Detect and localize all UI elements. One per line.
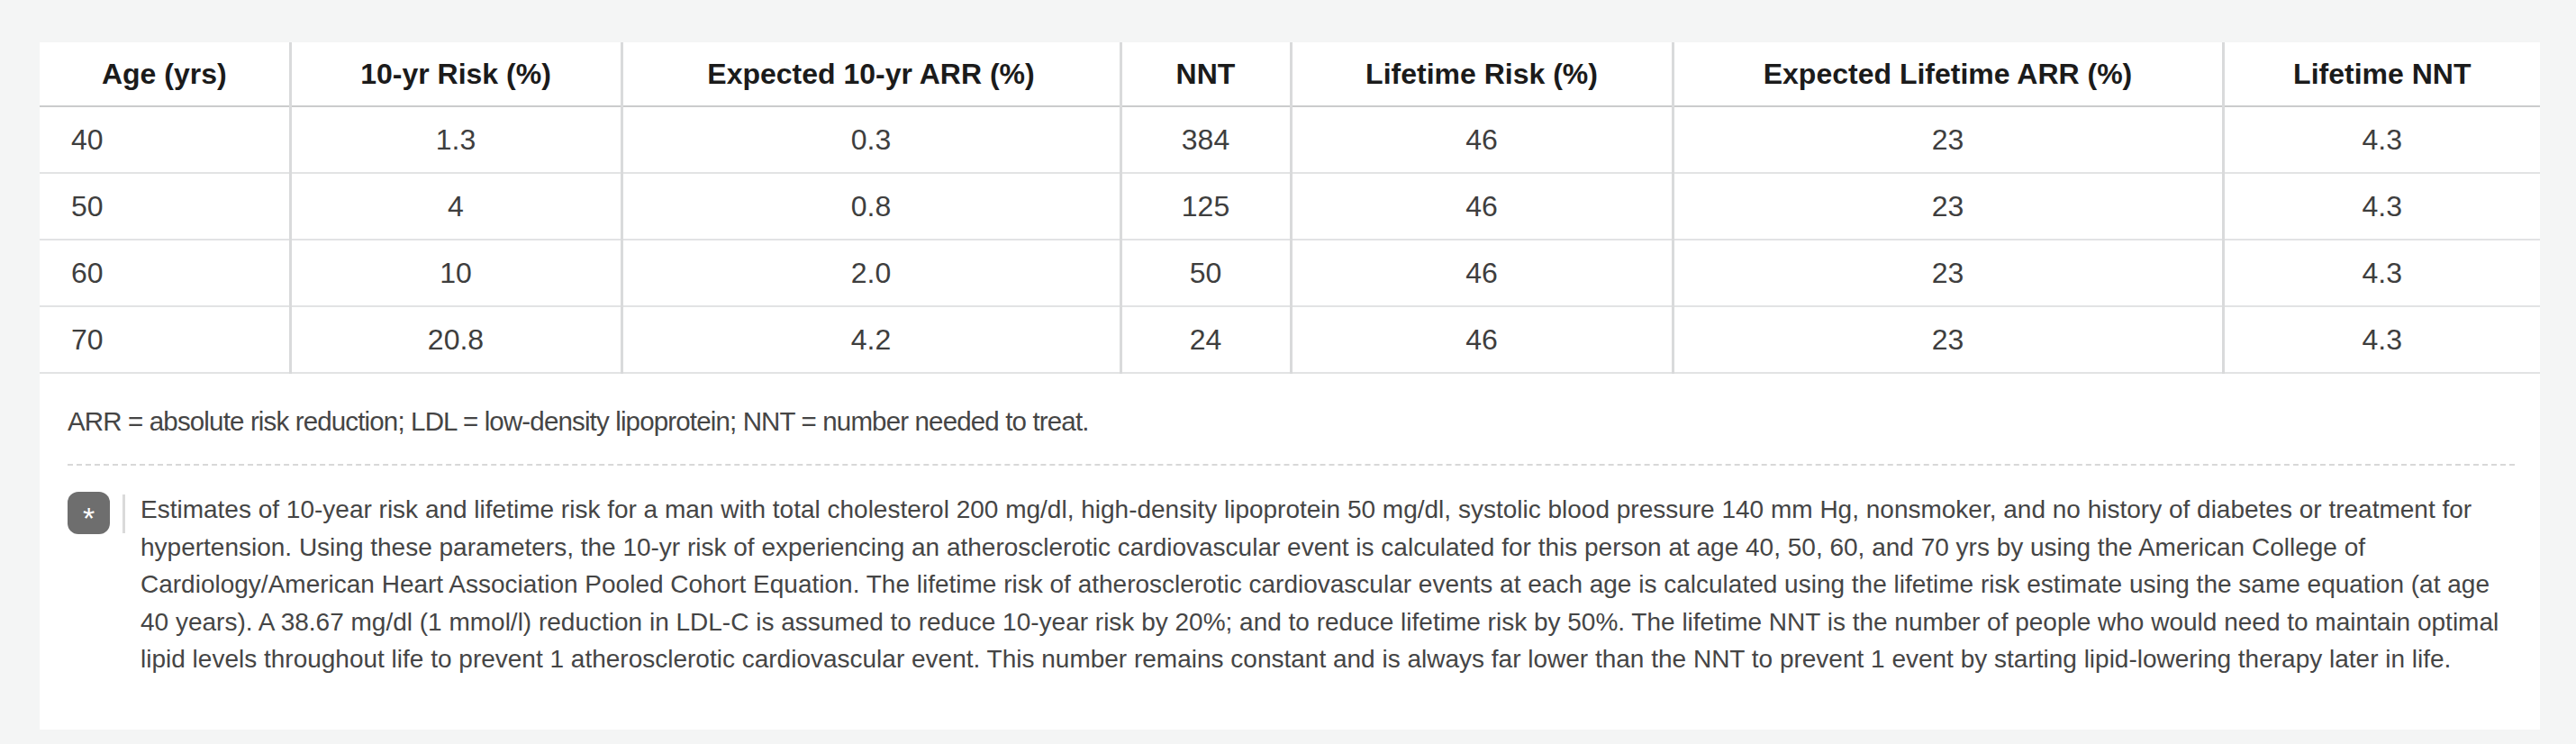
table-cell: 60 [40,240,290,306]
table-cell: 4.3 [2223,306,2540,373]
table-cell: 23 [1673,306,2223,373]
column-header: 10-yr Risk (%) [290,42,621,106]
table-cell: 24 [1120,306,1291,373]
table-cell: 46 [1291,240,1673,306]
table-cell: 4.3 [2223,106,2540,173]
table-cell: 23 [1673,240,2223,306]
table-row: 401.30.338446234.3 [40,106,2540,173]
table-cell: 125 [1120,173,1291,240]
footnote-line: Cardiology/American Heart Association Po… [141,566,2499,603]
table-cell: 46 [1291,306,1673,373]
table-cell: 10 [290,240,621,306]
column-header: Expected 10-yr ARR (%) [621,42,1120,106]
column-header: Lifetime Risk (%) [1291,42,1673,106]
column-header: Age (yrs) [40,42,290,106]
table-cell: 70 [40,306,290,373]
abbreviations-note: ARR = absolute risk reduction; LDL = low… [68,406,1089,437]
table-row: 60102.05046234.3 [40,240,2540,306]
table-row: 7020.84.22446234.3 [40,306,2540,373]
footnote-line: 40 years). A 38.67 mg/dl (1 mmol/l) redu… [141,603,2499,641]
table-cell: 20.8 [290,306,621,373]
footnote-line: hypertension. Using these parameters, th… [141,529,2499,567]
table-cell: 23 [1673,173,2223,240]
table-cell: 40 [40,106,290,173]
table-cell: 4.3 [2223,173,2540,240]
column-header: Expected Lifetime ARR (%) [1673,42,2223,106]
table-cell: 384 [1120,106,1291,173]
content-panel: Age (yrs)10-yr Risk (%)Expected 10-yr AR… [40,42,2540,730]
table-cell: 0.8 [621,173,1120,240]
footnote-text: Estimates of 10-year risk and lifetime r… [141,491,2499,678]
table-cell: 1.3 [290,106,621,173]
risk-table: Age (yrs)10-yr Risk (%)Expected 10-yr AR… [40,42,2540,374]
table-cell: 23 [1673,106,2223,173]
table-cell: 46 [1291,106,1673,173]
table-cell: 2.0 [621,240,1120,306]
table-cell: 4 [290,173,621,240]
footnote-line: lipid levels throughout life to prevent … [141,640,2499,678]
footnote-line: Estimates of 10-year risk and lifetime r… [141,491,2499,529]
table-cell: 50 [1120,240,1291,306]
table-header-row: Age (yrs)10-yr Risk (%)Expected 10-yr AR… [40,42,2540,106]
table-row: 5040.812546234.3 [40,173,2540,240]
dashed-divider [68,464,2515,466]
column-header: Lifetime NNT [2223,42,2540,106]
table-cell: 50 [40,173,290,240]
column-header: NNT [1120,42,1291,106]
table-cell: 4.2 [621,306,1120,373]
footnote-marker-button[interactable]: * [68,492,110,534]
table-cell: 4.3 [2223,240,2540,306]
footnote-divider-line [122,494,125,533]
asterisk-icon: * [83,503,95,533]
table-cell: 0.3 [621,106,1120,173]
table-cell: 46 [1291,173,1673,240]
